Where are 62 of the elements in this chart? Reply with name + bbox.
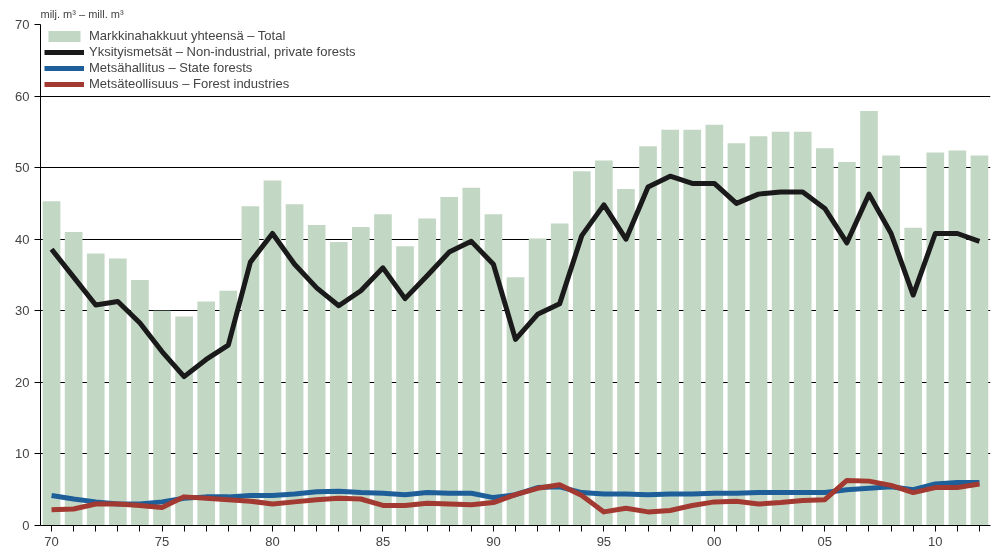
bar	[948, 150, 967, 526]
bar	[86, 253, 105, 526]
bar	[617, 189, 635, 526]
bar	[727, 143, 746, 526]
bar	[396, 246, 414, 526]
bar	[108, 258, 127, 526]
bar	[550, 223, 569, 526]
y-tick-label: 30	[15, 303, 30, 319]
bar	[175, 316, 193, 526]
bar	[528, 238, 547, 526]
bar	[882, 155, 900, 526]
x-tick-label: 85	[375, 533, 391, 549]
bar	[749, 136, 768, 526]
bar	[219, 290, 238, 526]
x-tick-label: 70	[44, 533, 59, 549]
bar	[374, 214, 392, 526]
y-tick-label: 10	[15, 446, 30, 462]
bar	[860, 111, 878, 526]
y-tick-label: 20	[15, 374, 30, 390]
bar	[904, 227, 923, 526]
bar	[572, 171, 591, 526]
x-tick-label: 90	[486, 533, 501, 549]
x-tick-label: 10	[928, 533, 943, 549]
bar	[263, 180, 282, 526]
legend-label: Metsäteollisuus – Forest industries	[89, 76, 290, 91]
bar	[42, 201, 61, 526]
y-tick-label: 50	[15, 160, 30, 176]
bar	[131, 280, 149, 526]
bar	[418, 218, 436, 526]
y-tick-label: 0	[22, 518, 30, 533]
bar	[926, 152, 945, 526]
y-tick-label: 70	[15, 17, 30, 32]
bar	[352, 227, 370, 526]
bar	[639, 146, 657, 526]
x-tick-label: 75	[154, 533, 170, 549]
bar	[838, 161, 856, 526]
bar	[307, 224, 326, 526]
bar	[815, 148, 834, 526]
y-tick-label: 60	[15, 88, 30, 104]
bar	[197, 301, 216, 526]
bar	[462, 187, 481, 526]
bar	[153, 310, 171, 526]
legend-label: Yksityismetsät – Non-industrial, private forests	[89, 44, 356, 59]
x-tick-label: 05	[817, 533, 833, 549]
legend-label: Markkinahakkuut yhteensä – Total	[89, 28, 286, 43]
bar	[970, 155, 989, 526]
bar	[683, 129, 702, 526]
bar	[793, 131, 812, 526]
bar	[771, 131, 790, 526]
bar	[64, 232, 83, 526]
bar	[440, 196, 459, 526]
y-axis-title: milj. m³ – mill. m³	[40, 7, 124, 20]
legend-label: Metsähallitus – State forests	[89, 60, 253, 75]
bar	[595, 160, 613, 526]
bar	[285, 204, 304, 526]
x-tick-label: 80	[265, 533, 280, 549]
bar	[661, 129, 679, 526]
x-tick-label: 95	[596, 533, 612, 549]
x-tick-label: 00	[707, 533, 722, 549]
bar	[705, 124, 724, 526]
bar	[329, 242, 348, 526]
y-tick-label: 40	[15, 231, 30, 247]
